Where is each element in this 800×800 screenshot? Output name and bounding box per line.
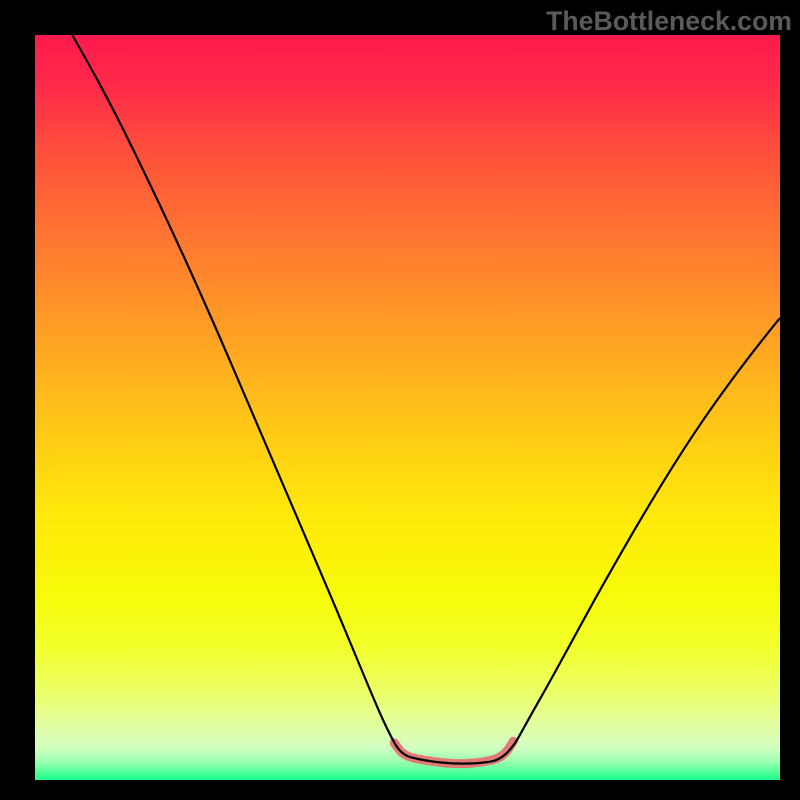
watermark-text: TheBottleneck.com [546, 6, 792, 37]
plot-svg [35, 35, 780, 780]
chart-frame: TheBottleneck.com [0, 0, 800, 800]
plot-area [35, 35, 780, 780]
gradient-background [35, 35, 780, 780]
